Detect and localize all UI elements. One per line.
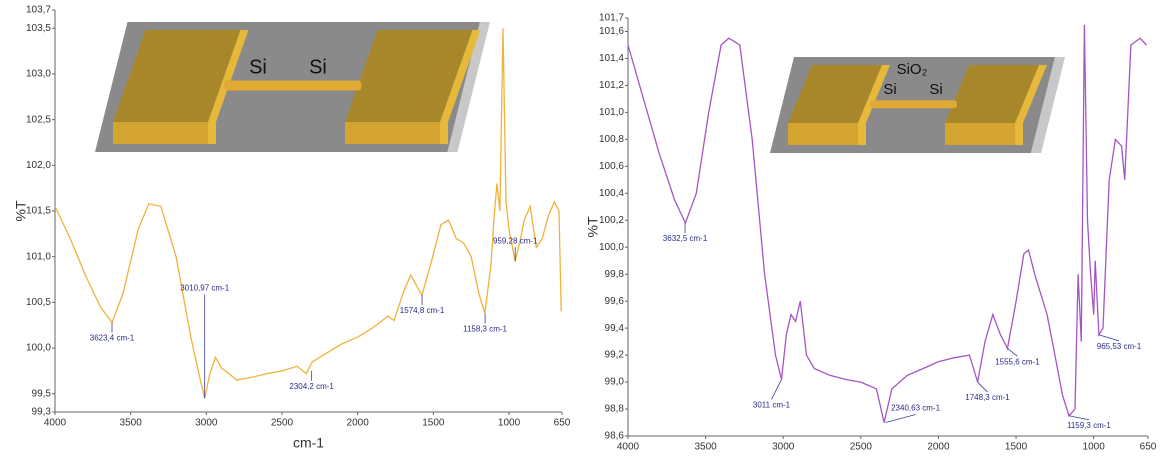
- annotation-label: 3010,97 cm-1: [180, 283, 229, 292]
- annotation-label: 1555,6 cm-1: [995, 357, 1040, 366]
- inset-pad-side: [440, 30, 481, 144]
- annotation-label: 1159,3 cm-1: [1067, 421, 1111, 430]
- y-tick-label: 101,4: [599, 53, 624, 64]
- y-tick-label: 100,0: [26, 343, 51, 354]
- x-tick-label: 4000: [44, 418, 67, 429]
- annotation-label: 2304,2 cm-1: [289, 382, 334, 391]
- inset-label: Si: [929, 81, 942, 98]
- annotation-leader: [1098, 334, 1120, 342]
- y-tick-label: 100,6: [599, 161, 624, 172]
- inset-pad: [788, 65, 882, 123]
- spectrum-line: [54, 28, 562, 399]
- y-tick-label: 99,2: [605, 350, 625, 361]
- inset-substrate-edge: [447, 22, 490, 152]
- annotation-label: 3632,5 cm-1: [663, 234, 708, 243]
- inset-pad: [113, 30, 241, 122]
- inset-pad-front: [788, 123, 858, 145]
- x-tick-label: 650: [1140, 442, 1157, 453]
- y-tick-label: 101,0: [599, 107, 624, 118]
- inset-pad: [945, 65, 1039, 123]
- annotation-label: 965,53 cm-1: [1097, 342, 1142, 351]
- y-tick-label: 99,5: [32, 388, 52, 399]
- x-tick-label: 1000: [1083, 442, 1106, 453]
- inset-substrate-edge: [1031, 57, 1065, 153]
- y-tick-label: 98,6: [605, 431, 625, 442]
- y-tick-label: 101,0: [26, 251, 51, 262]
- inset-pad-side: [858, 65, 890, 145]
- annotation-label: 2340,63 cm-1: [891, 404, 940, 413]
- y-tick-label: 103,0: [26, 69, 51, 80]
- annotation-leader: [1068, 415, 1090, 421]
- annotation-label: 3623,4 cm-1: [90, 334, 135, 343]
- chart: 98,6 98,8 99,0 99,2 99,4 99,6 99,8 100,0 100,2 10…: [585, 13, 1157, 453]
- y-tick-label: 98,8: [605, 404, 625, 415]
- inset-label: Si: [309, 56, 327, 78]
- y-tick-label: 100,4: [599, 188, 624, 199]
- x-tick-label: 650: [554, 418, 571, 429]
- y-tick-label: 101,7: [599, 13, 624, 24]
- x-tick-label: 2000: [347, 418, 370, 429]
- chart: 99,3 99,5 100,0 100,5 101,0 101,5 102,0 102,5 10…: [13, 5, 571, 451]
- inset-pad-front: [945, 123, 1015, 145]
- y-tick-label: 101,5: [26, 206, 51, 217]
- x-tick-label: 3500: [120, 418, 143, 429]
- annotation-leader: [885, 414, 916, 423]
- inset-pad: [345, 30, 473, 122]
- inset-label: Si: [249, 56, 267, 78]
- y-tick-label: 100,5: [26, 297, 51, 308]
- y-tick-label: 100,0: [599, 242, 624, 253]
- y-axis-label: %T: [585, 216, 601, 237]
- x-tick-label: 3000: [195, 418, 218, 429]
- x-axis-label: cm-1: [293, 435, 324, 451]
- y-tick-label: 100,2: [599, 215, 624, 226]
- annotation-label: 3011 cm-1: [753, 400, 791, 409]
- x-tick-label: 1500: [422, 418, 445, 429]
- annotation-label: 1158,3 cm-1: [463, 324, 507, 333]
- annotation-label: 959,28 cm-1: [493, 236, 538, 245]
- annotation-label: 1574,8 cm-1: [400, 306, 445, 315]
- y-tick-label: 100,8: [599, 134, 624, 145]
- y-axis-label: %T: [13, 200, 29, 221]
- x-tick-label: 4000: [617, 442, 640, 453]
- x-tick-label: 1000: [498, 418, 521, 429]
- inset-label: SiO₂: [897, 61, 928, 78]
- y-tick-label: 99,6: [605, 296, 625, 307]
- x-tick-label: 2500: [271, 418, 294, 429]
- y-tick-label: 99,0: [605, 377, 625, 388]
- x-tick-label: 2500: [850, 442, 873, 453]
- spectrum-line: [627, 24, 1147, 423]
- y-tick-label: 102,5: [26, 114, 51, 125]
- y-tick-label: 99,3: [32, 407, 52, 418]
- x-tick-label: 2000: [927, 442, 950, 453]
- x-tick-label: 3500: [694, 442, 717, 453]
- y-tick-label: 101,2: [599, 80, 624, 91]
- y-tick-label: 102,0: [26, 160, 51, 171]
- y-tick-label: 103,5: [26, 23, 51, 34]
- inset-pad-front: [345, 122, 440, 144]
- annotation-label: 1748,3 cm-1: [965, 393, 1010, 402]
- inset-pad-front: [113, 122, 208, 144]
- y-tick-label: 99,4: [605, 323, 625, 334]
- inset-wire: [224, 80, 362, 91]
- annotation-leader: [771, 379, 782, 400]
- y-tick-label: 101,6: [599, 26, 624, 37]
- annotation-leader: [977, 381, 988, 393]
- x-tick-label: 1500: [1005, 442, 1028, 453]
- inset-pad-side: [1015, 65, 1047, 145]
- annotation-leader: [1007, 348, 1018, 357]
- x-tick-label: 3000: [772, 442, 795, 453]
- inset-label: Si: [883, 81, 896, 98]
- y-tick-label: 99,8: [605, 269, 625, 280]
- inset-wire: [870, 100, 957, 109]
- y-tick-label: 103,7: [26, 5, 51, 16]
